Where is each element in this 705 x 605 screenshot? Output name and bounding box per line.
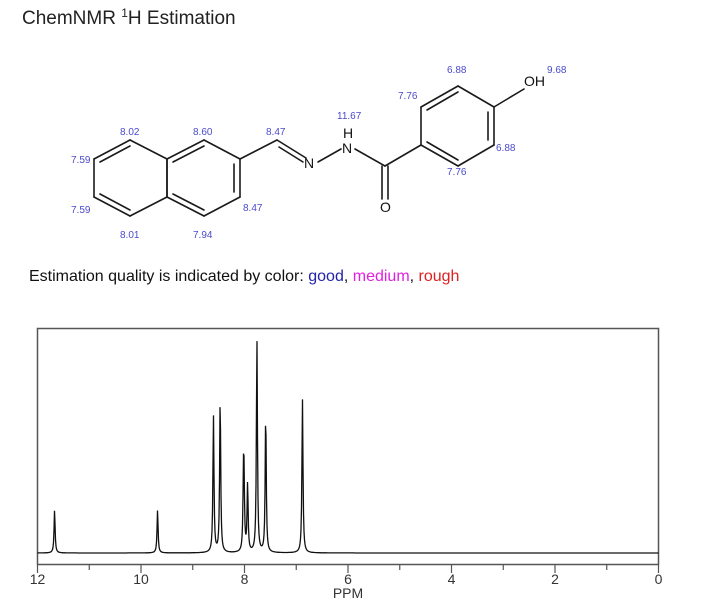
atom-hydroxyl: OH [524,73,545,89]
atom-nh-nitrogen: N [342,140,352,156]
title-prefix: ChemNMR [22,8,122,29]
x-tick-label: 6 [344,571,352,587]
shift-label: 9.68 [547,65,567,76]
x-tick-label: 8 [241,571,249,587]
quality-rough: rough [418,268,460,285]
spectrum-trace [37,341,659,554]
shift-label: 7.76 [447,167,467,178]
quality-good: good [308,268,344,285]
x-tick-label: 12 [30,571,46,587]
x-tick-label: 2 [551,571,559,587]
atom-carbonyl-oxygen: O [380,199,391,215]
quality-medium: medium [352,268,410,285]
x-tick-label: 10 [133,571,149,587]
atom-nh-hydrogen: H [343,125,353,141]
molecule-structure: N H N O OH 8.02 8.60 8.47 7.59 7.59 8.01… [71,65,567,241]
separator: , [409,268,419,285]
shift-label: 6.88 [496,143,516,154]
shift-label: 7.94 [193,230,213,241]
x-tick-label: 0 [655,571,663,587]
quality-legend: Estimation quality is indicated by color… [29,268,459,286]
shift-label: 8.47 [243,203,263,214]
shift-label: 6.88 [447,65,467,76]
x-axis: 12 10 8 6 4 2 0 PPM [30,565,663,601]
shift-label: 11.67 [337,111,362,122]
x-tick-label: 4 [448,571,456,587]
shift-label: 7.59 [71,155,91,166]
title-isotope-superscript: 1 [121,6,128,20]
atom-n-imine: N [304,155,314,171]
shift-label: 8.60 [193,127,213,138]
shift-label: 8.47 [266,127,286,138]
title-suffix: H Estimation [127,8,236,29]
quality-prefix: Estimation quality is indicated by color… [29,268,309,285]
shift-label: 8.02 [120,127,140,138]
shift-label: 7.59 [71,205,91,216]
separator: , [343,268,353,285]
shift-label: 7.76 [398,91,418,102]
page-title: ChemNMR 1H Estimation [22,6,236,30]
shift-label: 8.01 [120,230,140,241]
plot-frame [36,327,660,566]
x-axis-label: PPM [333,585,363,601]
